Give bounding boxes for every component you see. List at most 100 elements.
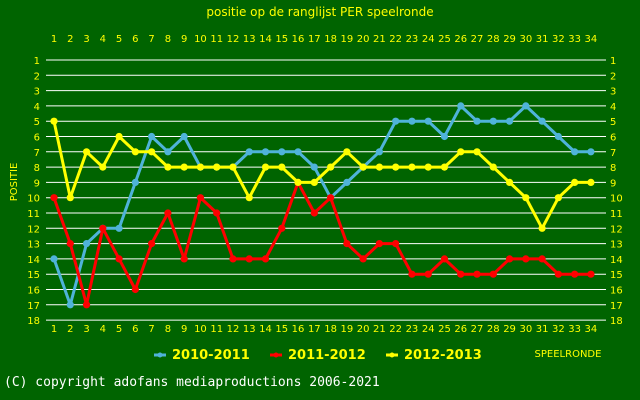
- x-tick-label-bottom: 23: [406, 324, 419, 335]
- y-tick-label-right: 5: [610, 117, 616, 128]
- x-tick-label-bottom: 34: [585, 324, 598, 335]
- data-point: [131, 148, 139, 156]
- data-point: [261, 163, 270, 171]
- data-point: [99, 224, 107, 232]
- y-tick-label-left: 18: [27, 316, 40, 327]
- data-point: [538, 117, 546, 125]
- data-point: [505, 178, 514, 186]
- x-tick-label-top: 4: [100, 34, 106, 45]
- x-tick-label-top: 34: [585, 34, 598, 45]
- y-tick-label-right: 3: [610, 87, 616, 98]
- x-tick-label-bottom: 17: [308, 324, 321, 335]
- data-point: [424, 270, 432, 278]
- data-point: [278, 163, 286, 171]
- x-tick-label-bottom: 19: [340, 324, 353, 335]
- x-tick-label-bottom: 30: [519, 324, 532, 335]
- y-tick-label-left: 10: [27, 194, 40, 205]
- x-tick-label-bottom: 29: [503, 324, 516, 335]
- data-point: [375, 240, 383, 248]
- data-point: [164, 163, 172, 171]
- legend-swatch-marker: [157, 352, 163, 358]
- data-point: [408, 270, 416, 278]
- x-tick-label-bottom: 27: [471, 324, 484, 335]
- x-tick-label-bottom: 7: [148, 324, 154, 335]
- data-point: [245, 255, 253, 263]
- y-tick-label-right: 10: [610, 194, 623, 205]
- data-point: [587, 270, 595, 278]
- data-point: [587, 178, 595, 186]
- data-point: [131, 178, 139, 186]
- x-tick-label-top: 11: [210, 34, 223, 45]
- x-tick-label-bottom: 10: [194, 324, 207, 335]
- y-tick-label-right: 9: [610, 178, 616, 189]
- data-point: [457, 102, 465, 110]
- x-tick-label-bottom: 20: [357, 324, 370, 335]
- data-point: [522, 255, 530, 263]
- x-tick-label-bottom: 5: [116, 324, 122, 335]
- series-3: [50, 117, 595, 232]
- data-point: [82, 148, 91, 156]
- x-tick-label-top: 13: [243, 34, 256, 45]
- data-point: [505, 255, 514, 263]
- data-point: [66, 194, 74, 202]
- x-tick-label-top: 9: [181, 34, 187, 45]
- x-tick-label-top: 32: [552, 34, 565, 45]
- x-tick-label-top: 20: [357, 34, 370, 45]
- data-point: [115, 132, 123, 141]
- y-tick-label-left: 9: [34, 178, 40, 189]
- y-tick-label-right: 7: [610, 148, 616, 159]
- chart-title: positie op de ranglijst PER speelronde: [206, 5, 433, 19]
- data-point: [424, 117, 432, 125]
- legend: 2010-2011 2011-2012 2012-2013: [154, 348, 482, 363]
- data-point: [375, 148, 383, 156]
- data-point: [538, 255, 546, 263]
- x-tick-label-bottom: 13: [243, 324, 256, 335]
- data-point: [66, 301, 74, 309]
- x-tick-label-bottom: 14: [259, 324, 272, 335]
- x-tick-label-top: 26: [454, 34, 467, 45]
- x-axis-label: SPEELRONDE: [535, 349, 602, 360]
- x-tick-label-top: 21: [373, 34, 386, 45]
- series-line: [52, 104, 591, 307]
- data-point: [343, 148, 351, 156]
- x-tick-label-top: 17: [308, 34, 321, 45]
- data-point: [571, 148, 579, 156]
- x-tick-label-top: 3: [83, 34, 89, 45]
- data-point: [489, 270, 497, 278]
- data-point: [180, 163, 188, 171]
- legend-swatch-marker: [273, 352, 279, 358]
- data-point: [326, 163, 335, 171]
- data-point: [310, 163, 318, 171]
- y-tick-label-right: 1: [610, 56, 616, 67]
- data-point: [131, 285, 139, 294]
- data-point: [392, 240, 400, 248]
- x-tick-label-top: 6: [132, 34, 138, 45]
- x-tick-label-top: 23: [406, 34, 419, 45]
- y-tick-label-right: 16: [610, 286, 623, 297]
- y-tick-label-left: 15: [27, 270, 40, 281]
- x-tick-label-bottom: 1: [51, 324, 57, 335]
- y-tick-label-right: 8: [610, 163, 616, 174]
- y-tick-label-right: 12: [610, 224, 623, 235]
- x-tick-label-top: 27: [471, 34, 484, 45]
- data-point: [115, 224, 123, 232]
- x-tick-label-bottom: 28: [487, 324, 500, 335]
- x-tick-label-top: 28: [487, 34, 500, 45]
- data-point: [229, 163, 237, 171]
- y-axis-label: POSITIE: [9, 163, 20, 202]
- data-point: [522, 194, 530, 202]
- x-tick-label-top: 19: [340, 34, 353, 45]
- data-point: [375, 163, 383, 171]
- data-point: [473, 117, 481, 125]
- data-point: [473, 148, 481, 156]
- y-tick-label-right: 14: [610, 255, 623, 266]
- data-point: [505, 117, 514, 125]
- y-tick-label-left: 12: [27, 224, 40, 235]
- y-tick-label-right: 2: [610, 71, 616, 82]
- data-point: [424, 163, 432, 171]
- x-tick-label-bottom: 16: [292, 324, 305, 335]
- x-tick-label-bottom: 21: [373, 324, 386, 335]
- data-point: [294, 148, 302, 156]
- x-tick-labels: 1122334455667788991010111112121313141415…: [51, 34, 597, 335]
